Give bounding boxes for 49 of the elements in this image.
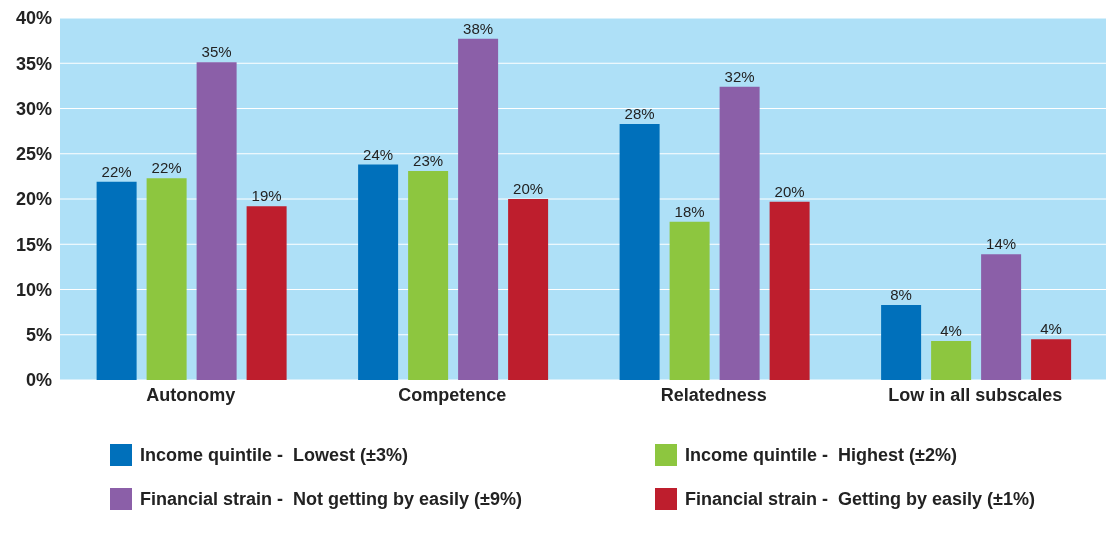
bar xyxy=(508,199,549,380)
data-label: 22% xyxy=(101,162,132,180)
bar xyxy=(246,206,287,380)
bar xyxy=(669,221,710,380)
x-tick-label: Relatedness xyxy=(660,384,767,405)
y-tick-label: 5% xyxy=(25,325,52,346)
data-label: 14% xyxy=(986,235,1017,253)
data-label: 20% xyxy=(513,180,544,197)
bar xyxy=(619,123,660,380)
bar xyxy=(408,170,449,380)
data-label: 35% xyxy=(201,43,232,61)
data-label: 32% xyxy=(724,67,755,85)
bar xyxy=(881,304,922,380)
y-tick-label: 0% xyxy=(25,370,52,391)
data-label: 19% xyxy=(251,187,282,205)
y-tick-label: 40% xyxy=(15,8,52,29)
data-label: 38% xyxy=(463,19,494,37)
legend-label: Financial strain - Not getting by easily (±9%) xyxy=(140,488,522,510)
bar xyxy=(931,341,972,380)
bar xyxy=(96,181,137,380)
legend-label: Income quintile - Highest (±2%) xyxy=(685,444,957,466)
bar xyxy=(146,178,187,380)
x-tick-label: Autonomy xyxy=(146,384,236,405)
y-tick-label: 25% xyxy=(15,144,52,165)
legend-label: Financial strain - Getting by easily (±1%) xyxy=(685,488,1035,510)
data-label: 24% xyxy=(363,145,394,163)
legend-label: Income quintile - Lowest (±3%) xyxy=(140,444,408,466)
data-label: 4% xyxy=(940,322,962,340)
x-tick-label: Low in all subscales xyxy=(888,384,1063,405)
bar xyxy=(981,254,1022,380)
data-label: 8% xyxy=(890,285,912,303)
data-label: 4% xyxy=(1040,320,1062,338)
data-label: 18% xyxy=(674,202,705,220)
bar xyxy=(458,38,499,380)
bar xyxy=(358,164,399,380)
y-tick-label: 15% xyxy=(15,234,52,255)
y-tick-label: 30% xyxy=(15,98,52,119)
data-label: 23% xyxy=(413,151,444,169)
data-label: 20% xyxy=(774,182,805,200)
bar xyxy=(196,62,237,380)
data-label: 28% xyxy=(624,104,655,122)
data-label: 22% xyxy=(151,159,182,177)
bar xyxy=(769,201,810,380)
bar xyxy=(1031,339,1072,380)
y-tick-label: 35% xyxy=(15,53,52,74)
x-tick-label: Competence xyxy=(398,384,507,405)
y-tick-label: 20% xyxy=(15,189,52,210)
y-tick-label: 10% xyxy=(15,279,52,300)
bar xyxy=(719,86,760,380)
